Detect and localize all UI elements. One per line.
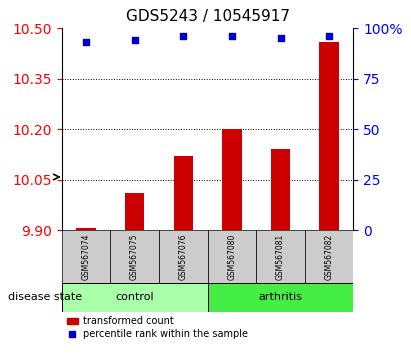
Text: disease state: disease state (8, 292, 82, 302)
Legend: transformed count, percentile rank within the sample: transformed count, percentile rank withi… (67, 316, 248, 339)
Point (229, 34, 235, 39)
Text: arthritis: arthritis (259, 292, 302, 302)
Point (326, 34, 332, 39)
Bar (208, 283, 353, 312)
Bar (76, 228, 96, 230)
Bar (173, 156, 193, 230)
Bar (159, 230, 208, 283)
Bar (62, 230, 110, 283)
Bar (271, 149, 290, 230)
Bar (222, 129, 242, 230)
Point (83, 40, 89, 45)
Text: GSM567074: GSM567074 (81, 233, 90, 280)
Point (277, 36, 284, 41)
Point (180, 34, 187, 39)
Text: GSM567082: GSM567082 (325, 234, 334, 280)
Text: GSM567075: GSM567075 (130, 233, 139, 280)
Text: GSM567081: GSM567081 (276, 234, 285, 280)
Point (132, 38, 138, 43)
Bar (319, 42, 339, 230)
Text: GSM567076: GSM567076 (179, 233, 188, 280)
Bar (208, 230, 256, 283)
Text: control: control (115, 292, 154, 302)
Bar (256, 230, 305, 283)
Bar (62, 283, 208, 312)
Bar (110, 230, 159, 283)
Title: GDS5243 / 10545917: GDS5243 / 10545917 (125, 9, 290, 24)
Bar (305, 230, 353, 283)
Text: GSM567080: GSM567080 (227, 233, 236, 280)
Bar (125, 193, 144, 230)
